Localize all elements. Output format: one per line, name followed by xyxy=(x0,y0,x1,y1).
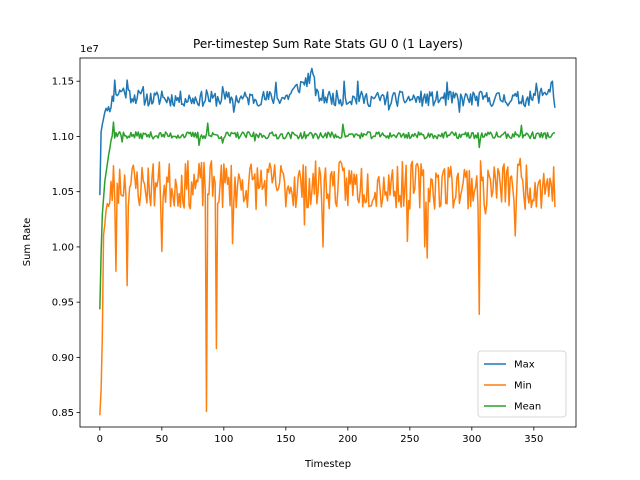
x-tick-label: 100 xyxy=(214,434,233,445)
axes-frame xyxy=(79,57,577,428)
x-tick-label: 150 xyxy=(276,434,295,445)
legend-label-min: Min xyxy=(514,381,532,392)
y-axis-label: Sum Rate xyxy=(22,218,33,267)
y-tick-label: 1.15 xyxy=(52,77,74,88)
y-tick-label: 1.00 xyxy=(52,242,74,253)
series-line-mean xyxy=(99,121,556,310)
legend: Max Min Mean xyxy=(477,350,567,418)
y-axis: 0.85 0.90 0.95 1.00 1.05 1.10 1.15 xyxy=(52,77,80,419)
y-offset-label: 1e7 xyxy=(80,44,99,55)
x-tick-label: 350 xyxy=(524,434,543,445)
y-tick-label: 0.90 xyxy=(52,353,74,364)
x-tick-label: 250 xyxy=(400,434,419,445)
series-line-min xyxy=(99,157,556,416)
legend-label-mean: Mean xyxy=(514,402,541,413)
chart-title: Per-timestep Sum Rate Stats GU 0 (1 Laye… xyxy=(193,37,463,51)
y-tick-label: 0.85 xyxy=(52,408,74,419)
x-axis-label: Timestep xyxy=(304,459,351,470)
series-lines xyxy=(99,67,556,416)
y-tick-label: 1.10 xyxy=(52,132,74,143)
legend-label-max: Max xyxy=(514,360,535,371)
plot-area xyxy=(79,57,577,428)
x-tick-label: 300 xyxy=(462,434,481,445)
legend-box xyxy=(477,350,567,418)
x-tick-label: 0 xyxy=(97,434,103,445)
x-tick-label: 200 xyxy=(338,434,357,445)
x-tick-label: 50 xyxy=(155,434,168,445)
y-tick-label: 0.95 xyxy=(52,298,74,309)
y-tick-label: 1.05 xyxy=(52,187,74,198)
x-axis: 0 50 100 150 200 250 300 350 xyxy=(97,427,543,445)
series-line-max xyxy=(99,67,556,196)
